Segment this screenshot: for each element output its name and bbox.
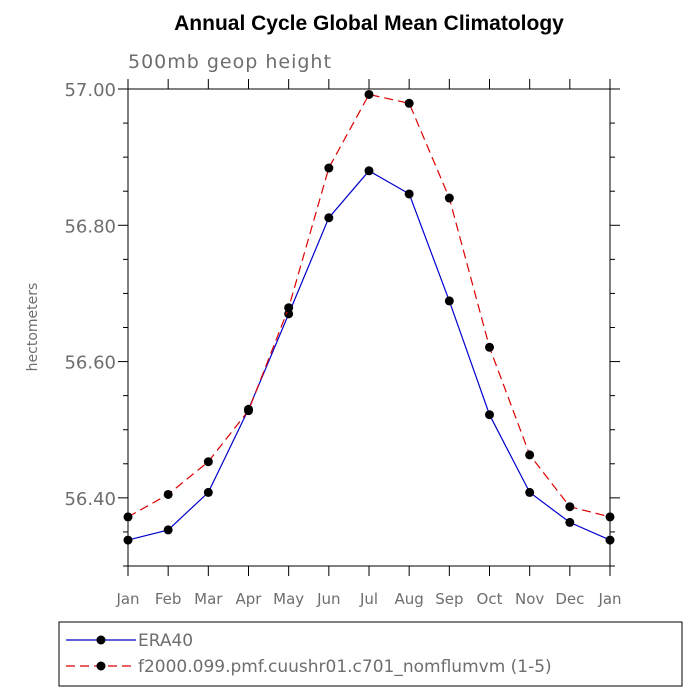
x-tick-label: Jan: [597, 590, 621, 608]
x-tick-label: Sep: [435, 590, 463, 608]
y-tick-label: 57.00: [64, 80, 116, 101]
legend-marker-2: [96, 661, 106, 671]
axis-ticks: 57.00 56.80 56.60 56.40 Jan Feb Mar Apr May Jun Ju…: [64, 79, 622, 608]
series-2-point: [605, 512, 615, 522]
series-1-point: [485, 410, 494, 420]
series-1-point: [364, 166, 374, 176]
series-1-point: [605, 535, 615, 545]
x-tick-label: Nov: [515, 590, 544, 608]
x-tick-label: Oct: [477, 590, 503, 608]
x-tick-label: Jul: [359, 590, 378, 608]
series-1-point: [163, 525, 173, 535]
series-1-point: [123, 535, 133, 545]
x-tick-label: Mar: [194, 590, 223, 608]
legend-label-2: f2000.099.pmf.cuushr01.c701_nomflumvm (1…: [138, 657, 552, 677]
series-1-point: [444, 296, 454, 306]
series-2-point: [525, 450, 535, 460]
x-tick-label: Jan: [115, 590, 139, 608]
legend-label-1: ERA40: [138, 631, 193, 651]
x-tick-label: Apr: [236, 590, 263, 608]
series-2-point: [324, 163, 334, 173]
series-2-point: [565, 502, 575, 512]
series-2-point: [364, 89, 374, 99]
x-tick-label: Feb: [155, 590, 182, 608]
x-tick-label: Jun: [316, 590, 340, 608]
y-tick-label: 56.40: [64, 489, 116, 510]
series-1-point: [525, 487, 535, 497]
series-line-2: [127, 93, 611, 518]
series-1-point: [203, 487, 213, 497]
y-axis-label: hectometers: [25, 283, 41, 372]
legend: ERA40 f2000.099.pmf.cuushr01.c701_nomflum…: [58, 621, 683, 687]
series-2-point: [284, 303, 294, 313]
series-1-point: [404, 189, 414, 199]
series-2-point: [123, 512, 133, 522]
plot-frame: [127, 88, 611, 567]
series-2-point: [244, 406, 253, 416]
x-tick-label: Aug: [395, 590, 424, 608]
series-1-point: [324, 213, 334, 223]
chart-title: Annual Cycle Global Mean Climatology: [174, 12, 564, 35]
series-2-point: [444, 193, 454, 203]
y-tick-label: 56.80: [64, 216, 116, 237]
x-tick-label: May: [273, 590, 304, 608]
x-tick-label: Dec: [555, 590, 584, 608]
series-2-point: [404, 98, 414, 108]
series-2-point: [485, 342, 494, 352]
legend-box: [58, 621, 683, 687]
series-layer: [123, 89, 615, 545]
series-2-point: [163, 489, 173, 499]
chart-subtitle: 500mb geop height: [128, 51, 332, 73]
series-1-point: [565, 517, 575, 527]
legend-marker-1: [96, 635, 106, 645]
y-tick-label: 56.60: [64, 353, 116, 374]
series-line-1: [127, 170, 611, 541]
series-2-point: [203, 457, 213, 467]
